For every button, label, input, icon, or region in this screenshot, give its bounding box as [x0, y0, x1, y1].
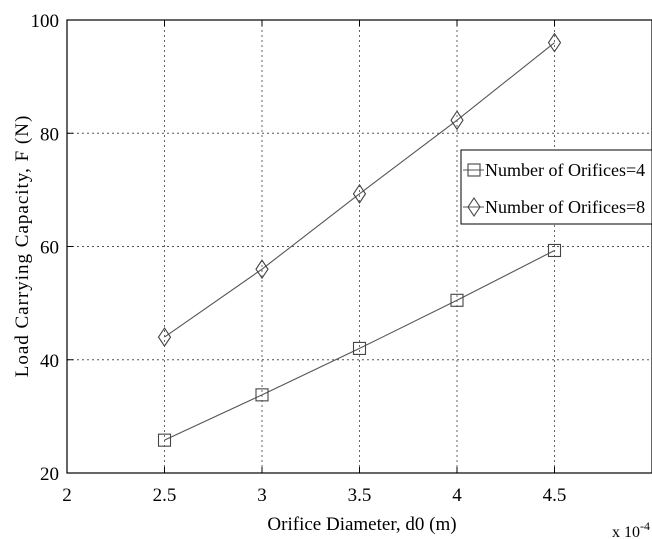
x-tick-label: 3	[257, 485, 267, 506]
diamond-data-point	[352, 183, 367, 204]
square-data-point	[352, 341, 367, 355]
diamond-data-point	[157, 327, 172, 348]
square-data-point	[255, 388, 269, 402]
y-tick-labels: 20 40 60 80 100	[31, 11, 60, 485]
square-data-point	[547, 243, 562, 258]
y-tick-label: 20	[40, 464, 59, 485]
y-tick-label: 100	[31, 11, 60, 32]
legend: Number of Orifices=4 Number of Orifices=8	[460, 149, 652, 225]
x-exponent-power: -4	[640, 519, 650, 533]
legend-entry-label: Number of Orifices=4	[485, 160, 645, 180]
series-1	[157, 243, 562, 447]
series-line	[164, 42, 555, 338]
y-axis-label: Load Carrying Capacity, F (N)	[12, 115, 33, 378]
tick-marks	[66, 19, 555, 474]
grid-lines	[67, 20, 652, 473]
x-tick-labels: 2 2.5 3 3.5 4 4.5	[62, 485, 566, 506]
x-tick-label: 3.5	[348, 485, 372, 506]
y-tick-label: 80	[40, 124, 59, 145]
legend-diamond-marker	[467, 197, 481, 217]
diamond-data-point	[547, 32, 562, 53]
legend-entry-label: Number of Orifices=8	[485, 197, 645, 217]
y-tick-label: 40	[40, 351, 59, 372]
legend-square-marker	[467, 163, 481, 177]
series-2	[157, 32, 562, 348]
x-tick-label: 4	[452, 485, 462, 506]
x-axis-label: Orifice Diameter, d0 (m)	[267, 514, 456, 535]
x-tick-label: 4.5	[543, 485, 567, 506]
x-exponent-base: x 10	[612, 524, 640, 539]
series-line	[164, 249, 555, 441]
legend-box	[460, 149, 652, 225]
y-tick-label: 60	[40, 238, 59, 259]
diamond-data-point	[450, 110, 464, 131]
series-layer	[157, 32, 562, 447]
square-data-point	[157, 433, 172, 447]
diamond-data-point	[255, 259, 269, 280]
x-tick-label: 2.5	[153, 485, 177, 506]
x-tick-label: 2	[62, 485, 72, 506]
square-data-point	[450, 293, 464, 307]
x-axis-exponent-label: x 10-4	[612, 519, 650, 539]
